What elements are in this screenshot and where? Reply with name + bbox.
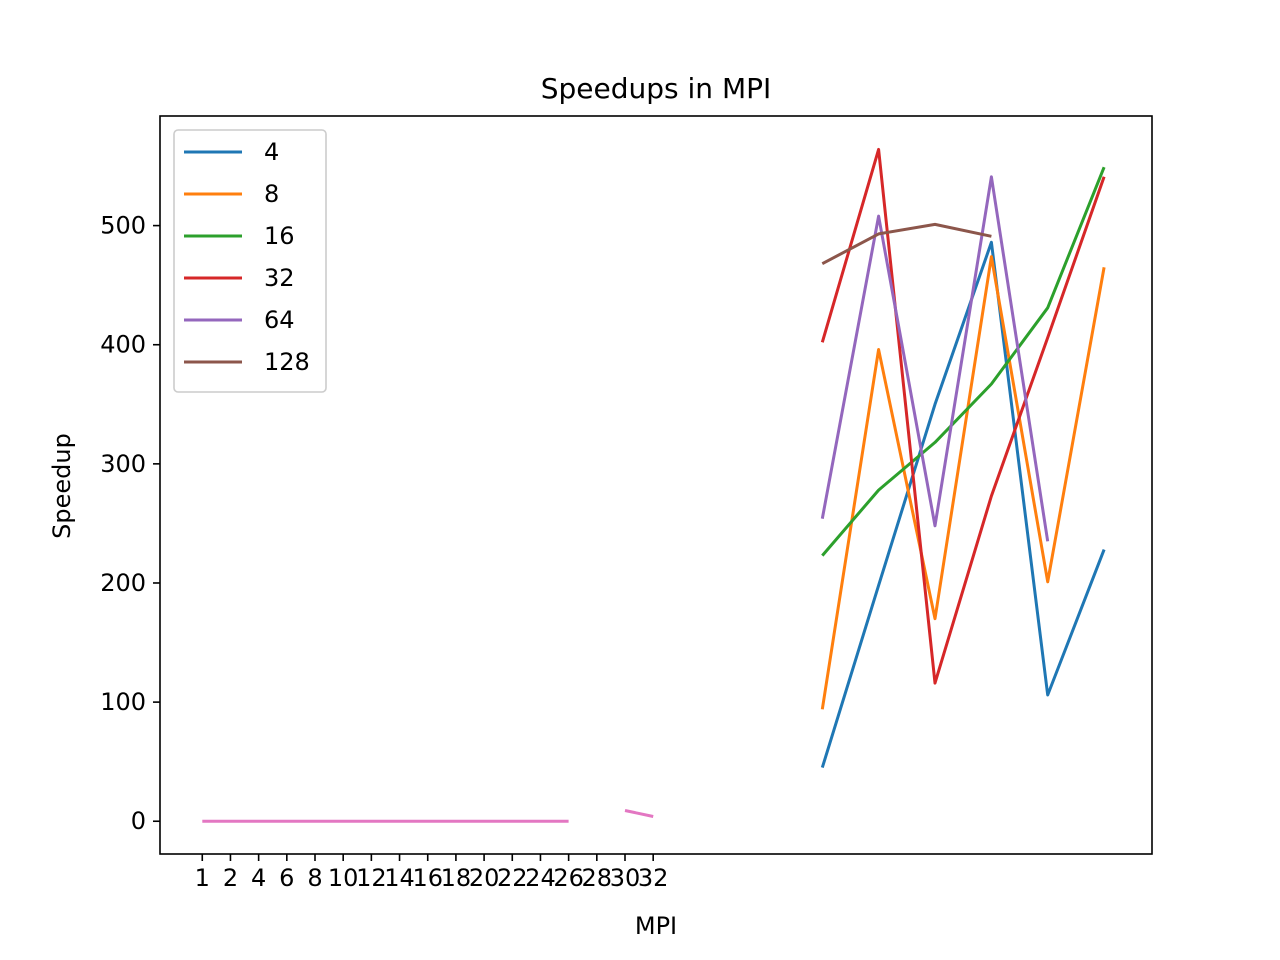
x-tick-label: 12 <box>356 864 387 892</box>
legend-label-8: 8 <box>264 180 279 208</box>
legend-label-16: 16 <box>264 222 295 250</box>
y-tick-label: 500 <box>100 212 146 240</box>
x-tick-label: 30 <box>610 864 641 892</box>
x-tick-label: 16 <box>412 864 443 892</box>
y-tick-label: 0 <box>131 807 146 835</box>
plot-area <box>202 147 1106 823</box>
x-tick-label: 32 <box>638 864 669 892</box>
series-line-128 <box>821 222 992 266</box>
series-line-4 <box>820 240 1106 769</box>
y-tick-label: 200 <box>100 569 146 597</box>
legend: 4 8 16 32 64 128 <box>173 129 327 393</box>
x-tick-label: 28 <box>582 864 613 892</box>
x-tick-label: 4 <box>251 864 266 892</box>
x-tick-label: 26 <box>553 864 584 892</box>
legend-label-64: 64 <box>264 306 295 334</box>
legend-label-4: 4 <box>264 138 279 166</box>
y-axis: 0 100 200 300 400 500 <box>100 212 160 835</box>
y-tick-label: 100 <box>100 688 146 716</box>
x-tick-label: 22 <box>497 864 528 892</box>
x-tick-label: 20 <box>469 864 500 892</box>
x-tick-label: 2 <box>223 864 238 892</box>
y-axis-label: Speedup <box>48 433 76 539</box>
series-line-8 <box>820 255 1106 710</box>
y-tick-label: 300 <box>100 450 146 478</box>
x-tick-label: 1 <box>195 864 210 892</box>
x-tick-label: 8 <box>307 864 322 892</box>
chart-title: Speedups in MPI <box>541 72 772 105</box>
x-tick-label: 10 <box>328 864 359 892</box>
y-tick-label: 400 <box>100 331 146 359</box>
x-axis-label: MPI <box>635 912 677 940</box>
x-tick-label: 6 <box>279 864 294 892</box>
x-tick-label: 24 <box>525 864 556 892</box>
x-tick-label: 14 <box>384 864 415 892</box>
series-line-16 <box>821 166 1106 557</box>
series-line-unlabeled-7 <box>624 809 654 818</box>
series-line-64 <box>820 175 1050 542</box>
series-line-32 <box>820 147 1106 685</box>
plot-frame <box>159 115 1153 855</box>
legend-label-32: 32 <box>264 264 295 292</box>
legend-label-128: 128 <box>264 348 310 376</box>
x-tick-label: 18 <box>441 864 472 892</box>
